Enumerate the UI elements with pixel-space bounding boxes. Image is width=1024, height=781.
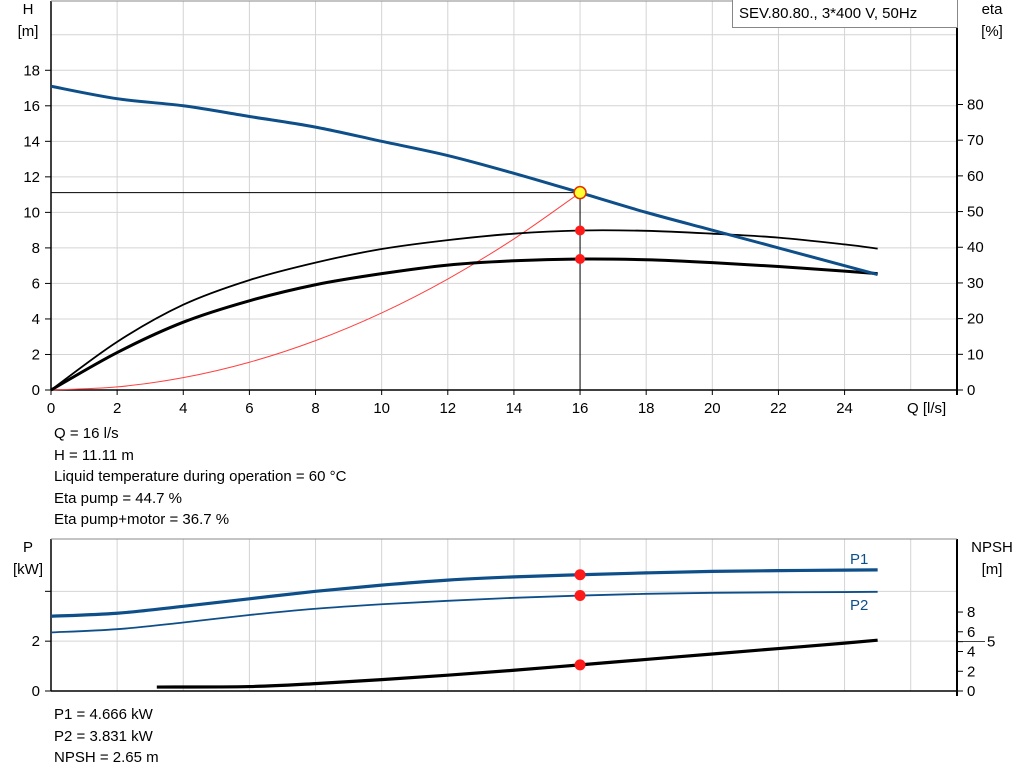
y-tick-label-left: 0: [32, 683, 40, 700]
y-tick-label-left: 0: [32, 382, 40, 399]
p2-curve: [50, 590, 878, 634]
x-tick-label: 6: [245, 400, 253, 417]
y-tick-label-right: 5: [987, 634, 995, 651]
info-eta-pump: Eta pump = 44.7 %: [54, 489, 182, 507]
y-tick-label-right: 0: [967, 382, 975, 399]
y-axis-unit-right: [%]: [981, 23, 1003, 40]
info-q: Q = 16 l/s: [54, 425, 119, 442]
eta-total-point: [575, 254, 586, 265]
npsh-point: [574, 659, 586, 671]
y-axis-label-right: eta: [982, 1, 1004, 18]
y-axis-unit-left: [kW]: [13, 561, 43, 578]
operating-point-info: Q = 16 l/s H = 11.11 m Liquid temperatur…: [54, 423, 346, 531]
x-tick-label: 16: [572, 400, 589, 417]
y-tick-label-right: 2: [967, 663, 975, 680]
x-tick-label: 4: [179, 400, 187, 417]
y-tick-label-right: 4: [967, 644, 975, 661]
y-tick-label-right: 40: [967, 239, 984, 256]
info-p1: P1 = 4.666 kW: [54, 706, 153, 723]
y-tick-label-right: 50: [967, 204, 984, 221]
eta-pump-point: [575, 225, 586, 236]
npsh-curve: [156, 638, 878, 689]
y-axis-unit-right: [m]: [982, 561, 1003, 578]
y-tick-label-left: 16: [23, 98, 40, 115]
p2-point: [574, 590, 586, 602]
x-tick-label: 24: [836, 400, 853, 417]
y-tick-label-right: 6: [967, 624, 975, 641]
info-p2: P2 = 3.831 kW: [54, 727, 153, 745]
h-curve: [50, 84, 879, 276]
y-tick-label-right: 30: [967, 275, 984, 292]
power-info: P1 = 4.666 kW P2 = 3.831 kW NPSH = 2.65 …: [54, 704, 159, 769]
x-tick-label: 8: [311, 400, 319, 417]
x-axis-label: Q [l/s]: [907, 400, 946, 417]
p2-series-label: P2: [850, 597, 868, 614]
y-tick-label-left: 10: [23, 204, 40, 221]
x-tick-label: 10: [373, 400, 390, 417]
system-curve: [50, 192, 581, 391]
x-tick-label: 20: [704, 400, 721, 417]
y-tick-label-left: 12: [23, 169, 40, 186]
p1-curve: [50, 568, 878, 618]
y-axis-label-right: NPSH: [971, 539, 1013, 556]
y-tick-label-left: 4: [32, 311, 40, 328]
power-npsh-chart: 0 2 0 2 456 8 P [kW] NPSH [m] P1 P2: [13, 538, 1013, 700]
y-tick-label-right: 70: [967, 132, 984, 149]
pump-title: SEV.80.80., 3*400 V, 50Hz: [739, 5, 918, 22]
duty-point: [573, 185, 587, 200]
y-axis-unit-left: [m]: [18, 23, 39, 40]
y-tick-label-left: 14: [23, 133, 40, 150]
y-tick-label-right: 20: [967, 311, 984, 328]
x-tick-label: 22: [770, 400, 787, 417]
info-h: H = 11.11 m: [54, 446, 134, 464]
y-tick-label-right: 80: [967, 96, 984, 113]
pump-title-box: SEV.80.80., 3*400 V, 50Hz: [732, 0, 958, 28]
y-axis-label-left: P: [23, 539, 33, 556]
p1-series-label: P1: [850, 551, 868, 568]
eta-total-curve: [50, 257, 878, 392]
info-temperature: Liquid temperature during operation = 60…: [54, 468, 347, 485]
y-tick-label-right: 8: [967, 604, 975, 621]
y-tick-label-left: 6: [32, 275, 40, 292]
x-tick-label: 2: [113, 400, 121, 417]
x-tick-label: 14: [506, 400, 523, 417]
p1-point: [574, 569, 586, 581]
info-npsh: NPSH = 2.65 m: [54, 749, 159, 766]
y-tick-label-right: 0: [967, 683, 975, 700]
y-tick-label-left: 2: [32, 633, 40, 650]
y-tick-label-left: 18: [23, 62, 40, 79]
y-tick-label-left: 8: [32, 240, 40, 257]
x-tick-label: 0: [47, 400, 55, 417]
y-tick-label-right: 10: [967, 346, 984, 363]
y-tick-label-right: 60: [967, 168, 984, 185]
y-tick-label-left: 2: [32, 346, 40, 363]
eta-pump-curve: [50, 229, 878, 391]
x-tick-label: 12: [439, 400, 456, 417]
info-eta-total: Eta pump+motor = 36.7 %: [54, 511, 230, 528]
x-tick-label: 18: [638, 400, 655, 417]
y-axis-label-left: H: [23, 1, 34, 18]
